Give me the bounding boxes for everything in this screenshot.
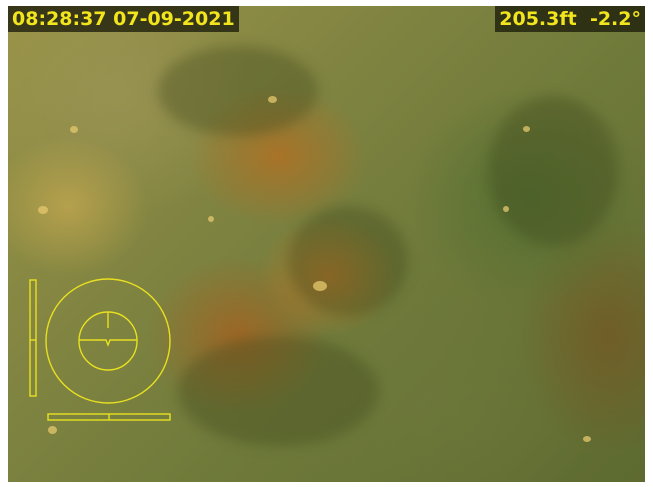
timestamp-text: 08:28:37 07-09-2021 xyxy=(12,8,235,30)
texture-speck xyxy=(208,216,214,222)
texture-speck xyxy=(268,96,277,103)
texture-shadow xyxy=(488,96,618,246)
texture-shadow xyxy=(178,336,378,446)
texture-speck xyxy=(583,436,591,442)
texture-speck xyxy=(70,126,78,133)
texture-speck xyxy=(503,206,509,212)
texture-shadow xyxy=(288,206,408,316)
texture-speck xyxy=(523,126,530,132)
roll-indicator-line xyxy=(79,339,137,347)
texture-speck xyxy=(38,206,48,214)
timestamp-label: 08:28:37 07-09-2021 xyxy=(8,6,239,32)
tilt-text: -2.2° xyxy=(589,8,641,30)
vertical-scale-bar xyxy=(29,279,37,397)
outer-gauge-circle-icon xyxy=(45,278,171,404)
texture-speck xyxy=(313,281,327,291)
texture-shadow xyxy=(158,46,318,136)
texture-speck xyxy=(48,426,57,434)
depth-tilt-label: 205.3ft -2.2° xyxy=(495,6,645,32)
depth-text: 205.3ft xyxy=(499,8,577,30)
